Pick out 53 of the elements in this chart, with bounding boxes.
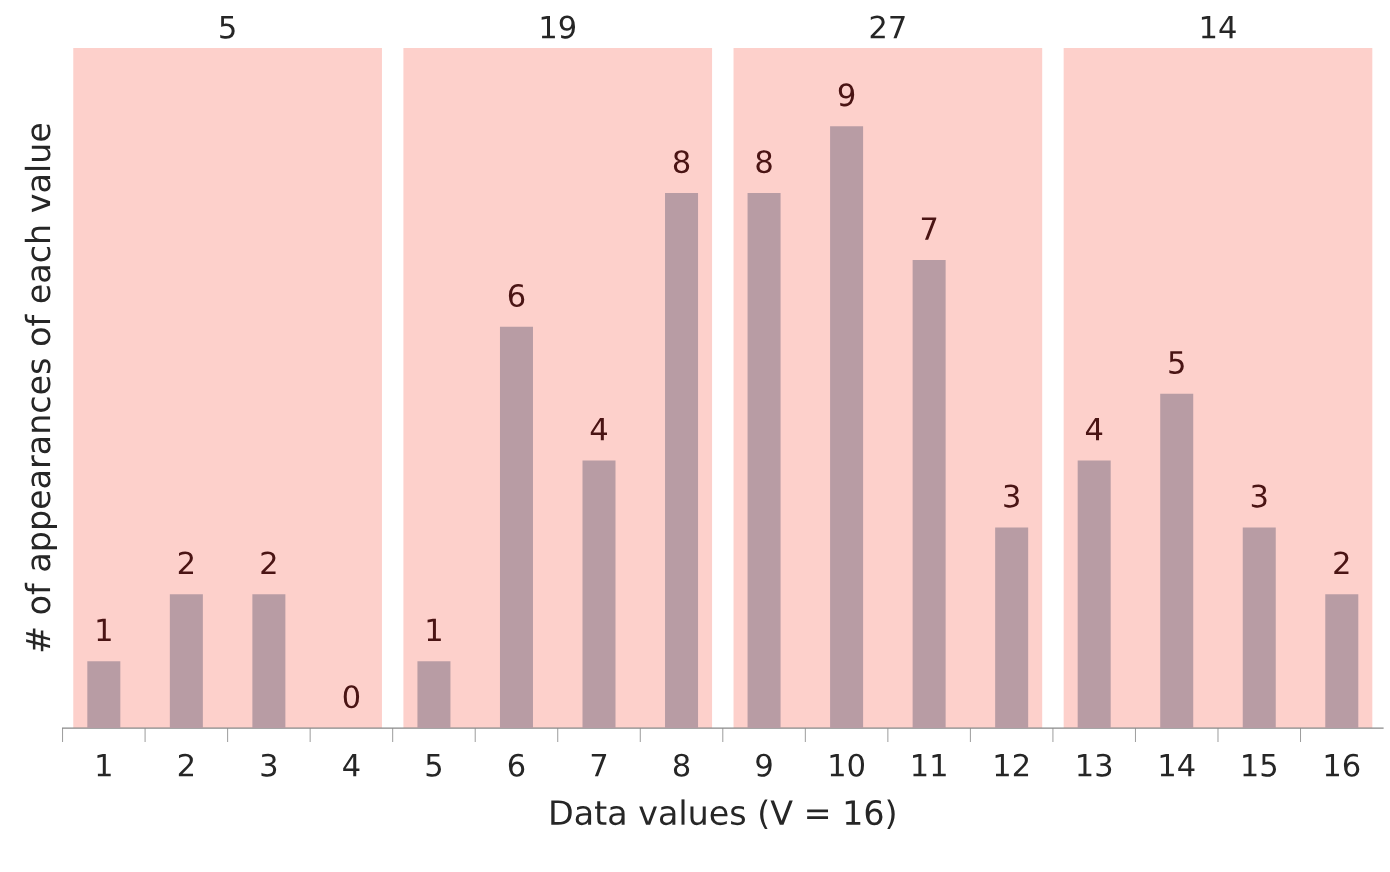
x-tick-label: 9 <box>756 753 772 777</box>
x-tick-label: 13 <box>1078 753 1112 777</box>
bar <box>1160 393 1194 729</box>
x-axis-title: Data values (V = 16) <box>551 799 895 830</box>
data-label: 1 <box>427 618 441 641</box>
x-tick-label: 3 <box>261 753 277 777</box>
x-tick-label: 4 <box>343 754 360 777</box>
data-label: 2 <box>1334 551 1349 575</box>
x-tick-label: 8 <box>673 753 690 777</box>
x-tick-label: 12 <box>995 753 1029 777</box>
bar <box>665 193 699 729</box>
y-axis-title: # of appearances of each value <box>24 123 57 652</box>
x-tick-label: 5 <box>426 754 441 777</box>
x-tick-label: 15 <box>1243 754 1277 777</box>
bar <box>912 259 946 729</box>
data-label: 8 <box>673 150 690 174</box>
data-label: 9 <box>838 83 855 107</box>
bar <box>417 661 451 729</box>
bar <box>252 594 286 729</box>
bar <box>1077 460 1111 729</box>
data-label: 4 <box>590 418 608 441</box>
data-label: 3 <box>1004 484 1019 508</box>
data-label: 6 <box>508 283 525 308</box>
data-label: 8 <box>756 150 772 174</box>
data-label: 2 <box>261 551 276 575</box>
x-tick-label: 16 <box>1325 753 1360 777</box>
data-label: 3 <box>1251 484 1267 508</box>
data-label: 1 <box>97 618 111 641</box>
data-label: 0 <box>343 685 360 709</box>
bar <box>747 193 781 729</box>
x-tick-label: 1 <box>97 754 111 777</box>
band-label: 27 <box>870 15 905 39</box>
x-tick-label: 7 <box>591 754 607 777</box>
bar <box>499 326 533 729</box>
data-label: 2 <box>178 551 194 575</box>
x-tick-label: 2 <box>178 753 194 777</box>
bar <box>830 126 864 729</box>
bar <box>1242 527 1276 729</box>
x-tick-label: 10 <box>830 753 865 777</box>
band-label: 5 <box>220 15 235 39</box>
data-label: 5 <box>1169 351 1184 374</box>
data-label: 4 <box>1085 418 1103 441</box>
bar <box>169 594 203 729</box>
bar <box>1325 594 1359 729</box>
bar <box>87 661 121 729</box>
bar <box>582 460 616 729</box>
band-label: 19 <box>541 15 576 39</box>
data-label: 7 <box>921 217 937 240</box>
x-tick-label: 11 <box>913 754 946 777</box>
x-tick-label: 14 <box>1160 754 1195 777</box>
band-label: 14 <box>1201 15 1236 39</box>
bar <box>995 527 1029 729</box>
x-tick-label: 6 <box>508 753 525 777</box>
